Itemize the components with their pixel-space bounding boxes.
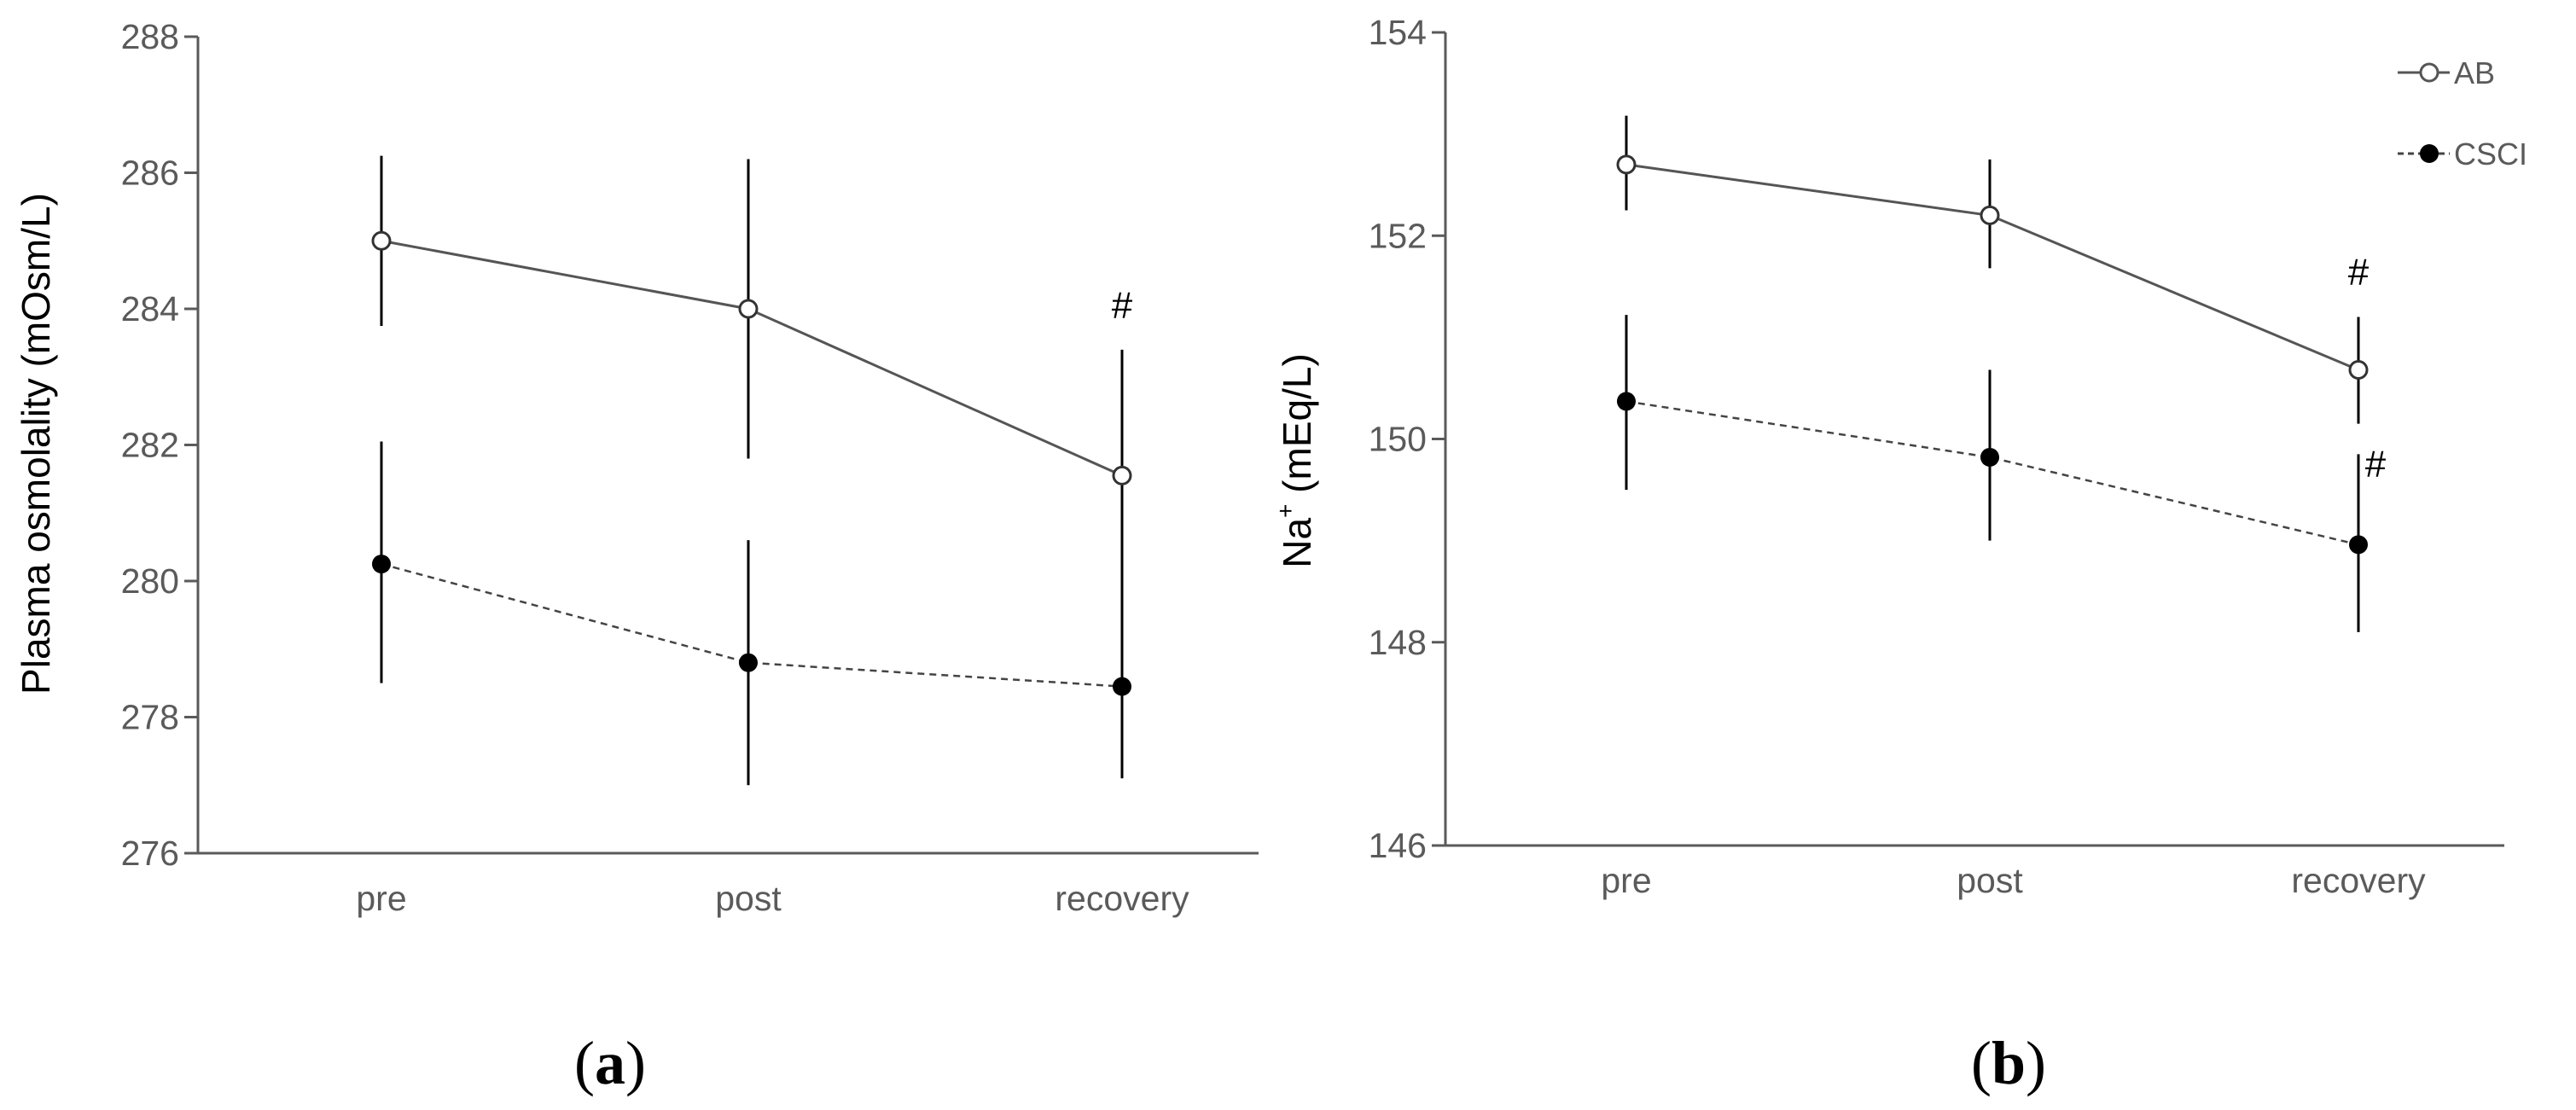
panel-a-caption: (a) — [574, 1029, 646, 1097]
legend-ab-marker — [2419, 62, 2439, 83]
series-line-csci — [1625, 400, 2359, 546]
x-tick-label: recovery — [2291, 861, 2426, 900]
panel-b-x-axis: pre post recovery — [1445, 844, 2504, 900]
panel-a-y-axis-title: Plasma osmolality (mOsm/L) — [14, 193, 58, 694]
data-point-csci — [1617, 392, 1636, 411]
y-tick-label: 280 — [121, 561, 179, 601]
panel-b-caption-letter: b — [1992, 1029, 2026, 1097]
data-point-ab — [1616, 154, 1637, 175]
panel-b-y-axis: 146 148 150 152 154 — [1369, 13, 1447, 865]
panel-b-series — [1616, 115, 2369, 632]
y-tick-label: 278 — [121, 698, 179, 737]
panel-b-annotations: ## — [2348, 251, 2387, 485]
x-tick-label: post — [1957, 861, 2023, 900]
panel-a-series — [371, 155, 1132, 786]
panel-a-y-axis: 276 278 280 282 284 286 288 — [121, 17, 200, 873]
data-point-csci — [372, 555, 391, 574]
y-tick-label: 282 — [121, 426, 179, 465]
y-tick-label: 154 — [1369, 13, 1427, 52]
data-point-csci — [2349, 535, 2368, 555]
panel-a-annotations: # — [1112, 284, 1133, 326]
y-tick-label: 288 — [121, 17, 179, 56]
data-point-ab — [2348, 359, 2369, 380]
significance-marker: # — [1112, 284, 1133, 326]
y-tick-label: 146 — [1369, 826, 1427, 865]
data-point-ab — [1980, 205, 2000, 225]
x-tick-label: post — [715, 879, 782, 918]
panel-b-y-axis-title-unit: (mEq/L) — [1275, 353, 1319, 503]
data-point-csci — [1113, 677, 1131, 696]
legend-csci-label: CSCI — [2454, 137, 2527, 171]
data-point-ab — [1112, 465, 1132, 485]
x-tick-label: pre — [1601, 861, 1651, 900]
y-tick-label: 152 — [1369, 216, 1427, 255]
panel-a-caption-letter: a — [595, 1029, 625, 1097]
data-point-ab — [738, 299, 759, 319]
panel-b-caption: (b) — [1971, 1029, 2046, 1097]
y-tick-label: 276 — [121, 834, 179, 873]
panel-b-y-axis-title: Na+ (mEq/L) — [1272, 353, 1319, 568]
x-tick-label: recovery — [1055, 879, 1189, 918]
legend-ab-label: AB — [2454, 55, 2495, 90]
y-tick-label: 286 — [121, 154, 179, 193]
y-tick-label: 150 — [1369, 420, 1427, 459]
y-tick-label: 284 — [121, 289, 179, 328]
panel-b-legend: AB CSCI — [2398, 55, 2527, 171]
data-point-ab — [371, 230, 392, 251]
x-tick-label: pre — [356, 879, 406, 918]
panel-b-y-axis-title-main: Na — [1275, 518, 1319, 568]
data-point-csci — [739, 653, 758, 672]
data-point-csci — [1980, 447, 1999, 467]
y-tick-label: 148 — [1369, 623, 1427, 662]
legend-csci-marker — [2420, 144, 2439, 163]
panel-a-x-axis: pre post recovery — [198, 851, 1259, 918]
panel-b-y-axis-title-sup: + — [1272, 504, 1299, 518]
significance-marker: # — [2365, 443, 2387, 485]
significance-marker: # — [2348, 251, 2370, 293]
